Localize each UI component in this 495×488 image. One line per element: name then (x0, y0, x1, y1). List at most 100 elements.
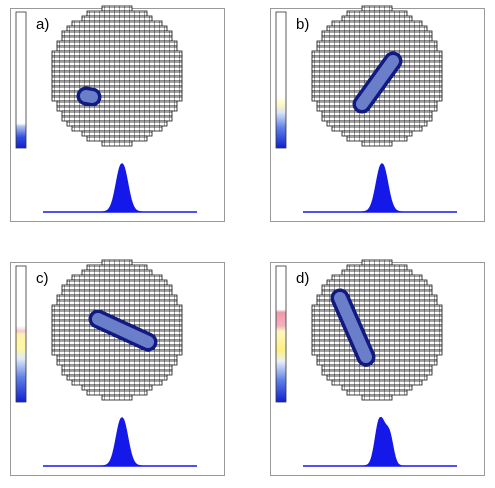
mesh-row (51, 304, 183, 311)
mesh-row (61, 115, 173, 122)
blob-fill (356, 55, 399, 110)
mesh-row (56, 354, 178, 361)
mesh-row (61, 35, 173, 42)
distribution (43, 417, 197, 467)
mesh-row (56, 100, 178, 107)
mesh-row (101, 5, 133, 12)
mesh-row (51, 80, 183, 87)
mesh-row (51, 349, 183, 356)
mesh-row (331, 274, 423, 281)
mesh-row (331, 20, 423, 27)
mesh-row (56, 294, 178, 301)
mesh-row (101, 140, 133, 147)
blob-fill (80, 90, 98, 103)
mesh-row (346, 135, 408, 142)
panel: d) (270, 259, 485, 476)
color-bar (275, 265, 287, 403)
mesh-row (341, 130, 413, 137)
mesh-row (311, 304, 443, 311)
mesh-row (81, 15, 153, 22)
mesh-row (51, 60, 183, 67)
mesh-row (71, 125, 163, 132)
mesh-row (51, 55, 183, 62)
mesh-row (311, 324, 443, 331)
mesh-row (51, 65, 183, 72)
mesh-row (361, 394, 393, 401)
mesh-row (56, 45, 178, 52)
panel-label: d) (296, 270, 309, 287)
mesh-row (71, 379, 163, 386)
mesh-row (56, 40, 178, 47)
mesh-row (81, 130, 153, 137)
mesh-row (86, 10, 148, 17)
mesh-row (341, 269, 413, 276)
blob-fill (334, 292, 372, 363)
panel-label: c) (36, 270, 49, 287)
distribution (303, 416, 457, 467)
color-bar (15, 265, 27, 403)
mesh-row (321, 364, 433, 371)
mesh (51, 5, 183, 147)
blob-fill (92, 313, 154, 348)
mesh-row (316, 354, 438, 361)
mesh-row (321, 35, 433, 42)
distribution (43, 163, 197, 213)
mesh-row (316, 359, 438, 366)
mesh-row (86, 389, 148, 396)
mesh (311, 259, 443, 401)
mesh-row (311, 329, 443, 336)
mesh-row (316, 100, 438, 107)
mesh-row (316, 105, 438, 112)
mesh-row (326, 25, 428, 32)
mesh-row (331, 379, 423, 386)
mesh-row (51, 339, 183, 346)
mesh-row (86, 264, 148, 271)
mesh-row (101, 394, 133, 401)
mesh-row (316, 40, 438, 47)
mesh-row (51, 309, 183, 316)
mesh-row (61, 284, 173, 291)
mesh-row (51, 344, 183, 351)
mesh-row (51, 70, 183, 77)
mesh-row (81, 269, 153, 276)
mesh-row (326, 374, 428, 381)
mesh-row (311, 314, 443, 321)
mesh-row (51, 75, 183, 82)
mesh-row (56, 299, 178, 306)
mesh-row (311, 334, 443, 341)
mesh-row (86, 135, 148, 142)
mesh-row (361, 140, 393, 147)
mesh-row (326, 120, 428, 127)
mesh-row (346, 389, 408, 396)
mesh-row (311, 349, 443, 356)
mesh-row (331, 125, 423, 132)
mesh-row (311, 50, 443, 57)
mesh-row (51, 85, 183, 92)
mesh-row (51, 90, 183, 97)
mesh-row (321, 30, 433, 37)
mesh-row (51, 50, 183, 57)
distribution (303, 163, 457, 213)
mesh-row (326, 279, 428, 286)
mesh-row (341, 15, 413, 22)
mesh-row (321, 110, 433, 117)
mesh-row (361, 5, 393, 12)
mesh-row (56, 359, 178, 366)
mesh-row (321, 115, 433, 122)
mesh-row (61, 30, 173, 37)
mesh-row (61, 369, 173, 376)
panel: c) (10, 259, 225, 476)
mesh-row (56, 105, 178, 112)
mesh-row (81, 384, 153, 391)
mesh-row (361, 259, 393, 266)
mesh-row (66, 120, 168, 127)
mesh-row (311, 60, 443, 67)
mesh-row (71, 20, 163, 27)
mesh-row (346, 264, 408, 271)
mesh-row (71, 274, 163, 281)
color-bar (275, 11, 287, 149)
mesh-row (51, 95, 183, 102)
mesh-row (101, 259, 133, 266)
panel-label: b) (296, 16, 309, 33)
mesh-row (311, 319, 443, 326)
